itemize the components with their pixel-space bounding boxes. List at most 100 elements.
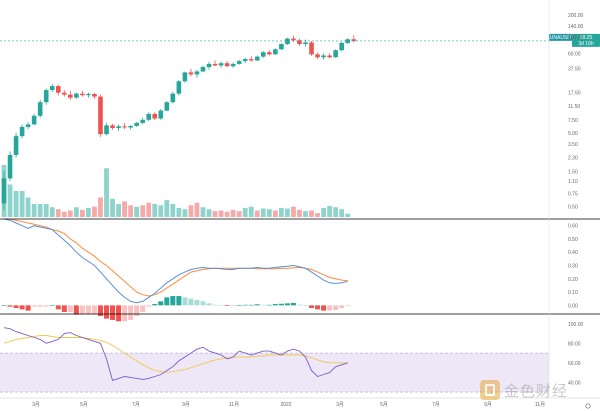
candle-body — [285, 38, 290, 45]
candle-body — [122, 126, 127, 128]
volume-bar — [285, 208, 290, 217]
candle-body — [321, 55, 326, 58]
price-axis-tick-label: 0.50 — [568, 204, 578, 210]
macd-histogram-bar — [248, 304, 254, 306]
macd-histogram-bar — [194, 300, 200, 306]
candle-body — [152, 113, 158, 119]
macd-histogram-bar — [284, 303, 290, 306]
volume-bar — [128, 205, 134, 217]
volume-bar — [152, 204, 158, 217]
volume-bar — [303, 211, 308, 217]
candle-body — [188, 72, 194, 75]
candle-body — [351, 39, 357, 41]
volume-bar — [339, 209, 345, 217]
volume-bar — [291, 206, 296, 217]
macd-histogram-bar — [55, 305, 61, 310]
macd-histogram-bar — [230, 305, 236, 307]
volume-bar — [116, 204, 121, 217]
macd-histogram-bar — [327, 305, 333, 311]
time-axis-tick-label: 9月 — [182, 402, 190, 408]
volume-bar — [164, 200, 170, 217]
candle-body — [86, 93, 91, 96]
volume-bar — [146, 202, 152, 217]
time-axis-tick-label: 11月 — [535, 402, 545, 408]
volume-bar — [122, 201, 127, 217]
macd-histogram-bar — [128, 305, 134, 320]
volume-bar — [266, 209, 272, 217]
volume-bar — [206, 209, 212, 217]
macd-histogram-bar — [309, 305, 315, 308]
time-axis-tick-label: 3月 — [336, 402, 344, 408]
volume-bar — [158, 205, 164, 217]
volume-bar — [55, 209, 61, 217]
macd-axis-tick-label: 0.50 — [568, 237, 578, 243]
volume-bar — [98, 197, 103, 217]
rsi-line — [3, 327, 348, 381]
macd-histogram-bar — [272, 304, 278, 306]
volume-bar — [272, 210, 278, 217]
volume-bar — [61, 211, 67, 217]
candle-body — [164, 102, 170, 111]
volume-bar — [67, 210, 73, 217]
macd-histogram-bar — [61, 305, 67, 312]
time-axis-tick-label: 2022 — [280, 402, 291, 408]
candle-body — [19, 126, 25, 137]
macd-histogram-bar — [116, 305, 122, 322]
macd-histogram-bar — [266, 304, 272, 306]
candle-body — [309, 42, 314, 55]
price-axis-tick-label: 140.00 — [568, 24, 584, 30]
candle-body — [128, 125, 133, 128]
time-axis-tick-label: 5月 — [80, 402, 88, 408]
macd-axis-tick-label: 0.30 — [568, 264, 578, 270]
price-axis-tick-label: 17.50 — [568, 91, 581, 97]
volume-bar — [37, 204, 43, 217]
volume-bar — [248, 206, 254, 217]
volume-bar — [230, 209, 236, 217]
volume-bar — [92, 206, 97, 217]
candle-body — [176, 81, 182, 94]
time-axis-tick-label: 11月 — [229, 402, 239, 408]
volume-bar — [134, 206, 140, 217]
candle-body — [43, 90, 49, 103]
macd-histogram-bar — [79, 305, 85, 315]
candle-body — [327, 55, 332, 58]
macd-histogram-bar — [200, 301, 206, 306]
volume-bar — [43, 204, 49, 217]
candle-body — [7, 154, 13, 179]
rsi-axis-tick-label: 80.00 — [568, 341, 581, 347]
candle-body — [25, 124, 31, 127]
volume-bar — [19, 191, 25, 217]
macd-histogram-bar — [321, 305, 327, 311]
candle-body — [140, 119, 145, 123]
candle-body — [248, 59, 254, 61]
volume-bar — [278, 207, 284, 217]
macd-axis-tick-label: 0.10 — [568, 290, 578, 296]
volume-bar — [13, 191, 19, 217]
candle-body — [212, 63, 218, 66]
candle-body — [158, 110, 164, 119]
volume-bar — [327, 205, 333, 217]
candle-body — [1, 178, 7, 204]
rsi-axis-tick-label: 40.00 — [568, 380, 581, 386]
macd-histogram-bar — [333, 305, 339, 310]
volume-bar — [49, 207, 55, 217]
price-axis-tick-label: 200.00 — [568, 13, 584, 19]
macd-histogram-bar — [212, 304, 218, 306]
macd-histogram-bar — [134, 305, 140, 316]
time-axis-tick-label: 3月 — [32, 402, 40, 408]
time-axis-tick-label: 7月 — [432, 402, 440, 408]
macd-histogram-bar — [1, 305, 7, 306]
volume-bar — [333, 207, 339, 217]
macd-histogram-bar — [182, 297, 188, 306]
settings-gear-icon[interactable] — [585, 403, 591, 409]
volume-bar — [110, 198, 115, 217]
candle-body — [236, 61, 242, 64]
price-axis-tick-label: 0.75 — [568, 191, 578, 197]
candle-body — [303, 42, 308, 45]
macd-histogram-bar — [158, 301, 164, 306]
watermark: 金色财经 — [480, 376, 592, 404]
candle-body — [230, 63, 236, 67]
watermark-text: 金色财经 — [504, 381, 569, 400]
time-axis-tick-label: 9月 — [484, 402, 492, 408]
